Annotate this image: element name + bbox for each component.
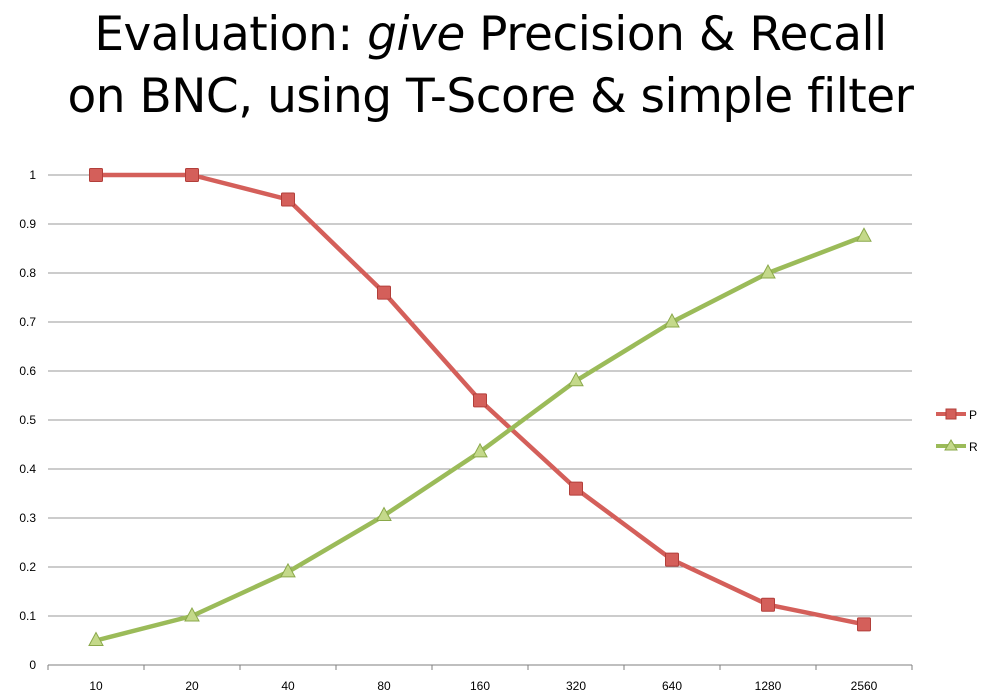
title-line-2: on BNC, using T-Score & simple filter [67,69,914,124]
y-tick-label: 0.2 [19,560,36,574]
y-tick-label: 0.8 [19,266,36,280]
y-tick-label: 1 [29,168,36,182]
data-point-p [89,168,103,182]
title-line-1: Evaluation: give Precision & Recall [0,4,981,66]
legend-label-p: P [969,408,977,422]
x-tick-label: 1280 [755,679,782,693]
data-point-r [376,506,392,522]
legend-marker-p [945,408,957,420]
data-point-p [665,552,679,567]
data-point-p [185,168,199,182]
data-point-r [664,312,680,328]
title-line-1-end: Precision & Recall [464,7,887,62]
data-point-p [761,597,775,612]
x-tick-label: 160 [470,679,490,693]
title-line-1-emphasis: give [367,7,465,62]
slide-title: Evaluation: give Precision & Recall on B… [0,4,981,128]
x-tick-label: 2560 [851,679,878,693]
data-point-r [568,371,584,387]
y-tick-label: 0.6 [19,364,36,378]
legend-marker-r [944,439,958,451]
y-tick-label: 0.4 [19,462,36,476]
data-point-p [857,617,871,632]
y-tick-label: 0.1 [19,609,36,623]
x-tick-label: 40 [281,679,295,693]
y-tick-label: 0 [29,658,36,672]
y-tick-label: 0.9 [19,217,36,231]
y-tick-label: 0.3 [19,511,36,525]
data-point-r [472,442,488,458]
title-line-1-start: Evaluation: [94,7,368,62]
x-tick-label: 80 [377,679,391,693]
data-point-r [760,263,776,279]
data-point-p [377,285,391,300]
data-point-r [856,227,872,242]
data-point-r [88,631,104,646]
x-tick-label: 640 [662,679,682,693]
x-tick-label: 10 [89,679,103,693]
y-tick-label: 0.7 [19,315,36,329]
series-line-r [93,234,867,643]
x-tick-label: 20 [185,679,199,693]
legend-label-r: R [969,440,978,454]
data-point-r [280,562,296,578]
y-tick-label: 0.5 [19,413,36,427]
data-point-p [281,192,295,207]
data-point-p [569,481,583,496]
data-point-r [184,606,200,622]
x-tick-label: 320 [566,679,586,693]
data-point-p [473,393,487,408]
